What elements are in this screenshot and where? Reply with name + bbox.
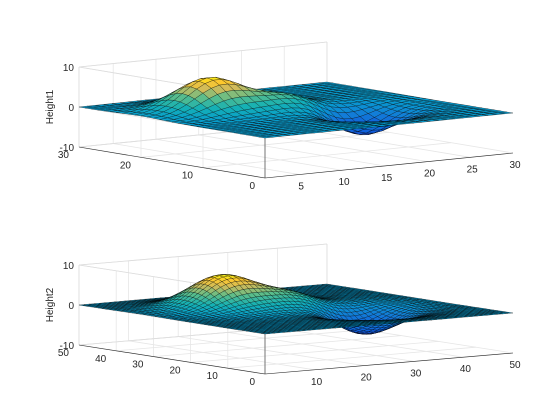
z-tick-label: 0 [68,103,74,114]
y-axis-line [78,344,266,375]
x-tick-label: 10 [338,177,350,188]
x-tick-label: 5 [298,182,304,193]
gridline [202,142,452,169]
y-axis-line [78,146,266,179]
gridline [178,336,365,366]
y-tick-label: 0 [249,181,255,192]
gridline [227,346,476,369]
y-tick-label: 30 [132,360,144,371]
z-tick-label: -10 [60,143,75,154]
x-tick-label: 40 [460,364,472,375]
x-tick-label: 30 [509,160,521,171]
z-tick-label: -10 [60,341,75,352]
z-tick-label: 10 [63,63,75,74]
surface-patch [498,111,514,114]
y-tick-label: 0 [249,377,255,388]
y-tick-label: 50 [58,348,70,359]
gridline [116,329,365,352]
y-tick-label: 40 [95,354,107,365]
gridline [113,143,300,175]
y-tick-label: 10 [182,171,194,182]
surface-patch [504,312,514,314]
x-tick-label: 30 [410,368,422,379]
x-tick-label: 10 [311,377,323,388]
surface [78,274,514,335]
z-axis-label: Height1 [45,89,56,124]
gridline [198,134,385,167]
y-tick-label: 20 [169,365,181,376]
z-tick-label: 10 [63,261,75,272]
y-tick-label: 10 [207,371,219,382]
z-axis-label: Height2 [45,287,56,322]
x-tick-label: 20 [424,169,436,180]
x-axis-line [264,352,514,375]
gridline [227,332,414,362]
gridline [190,341,439,363]
gridline [153,335,402,357]
z-tick-label: 0 [68,301,74,312]
gridline [277,327,464,358]
x-tick-label: 25 [467,164,479,175]
box-edge [78,243,328,266]
y-tick-label: 20 [120,160,132,171]
x-axis-line [264,152,514,179]
x-tick-label: 50 [509,360,521,371]
y-tick-label: 30 [58,150,70,161]
gridline [128,340,315,371]
surface [78,77,514,139]
x-tick-label: 15 [381,173,393,184]
x-tick-label: 20 [361,373,373,384]
box-edge [78,41,328,68]
gridline [155,138,343,171]
